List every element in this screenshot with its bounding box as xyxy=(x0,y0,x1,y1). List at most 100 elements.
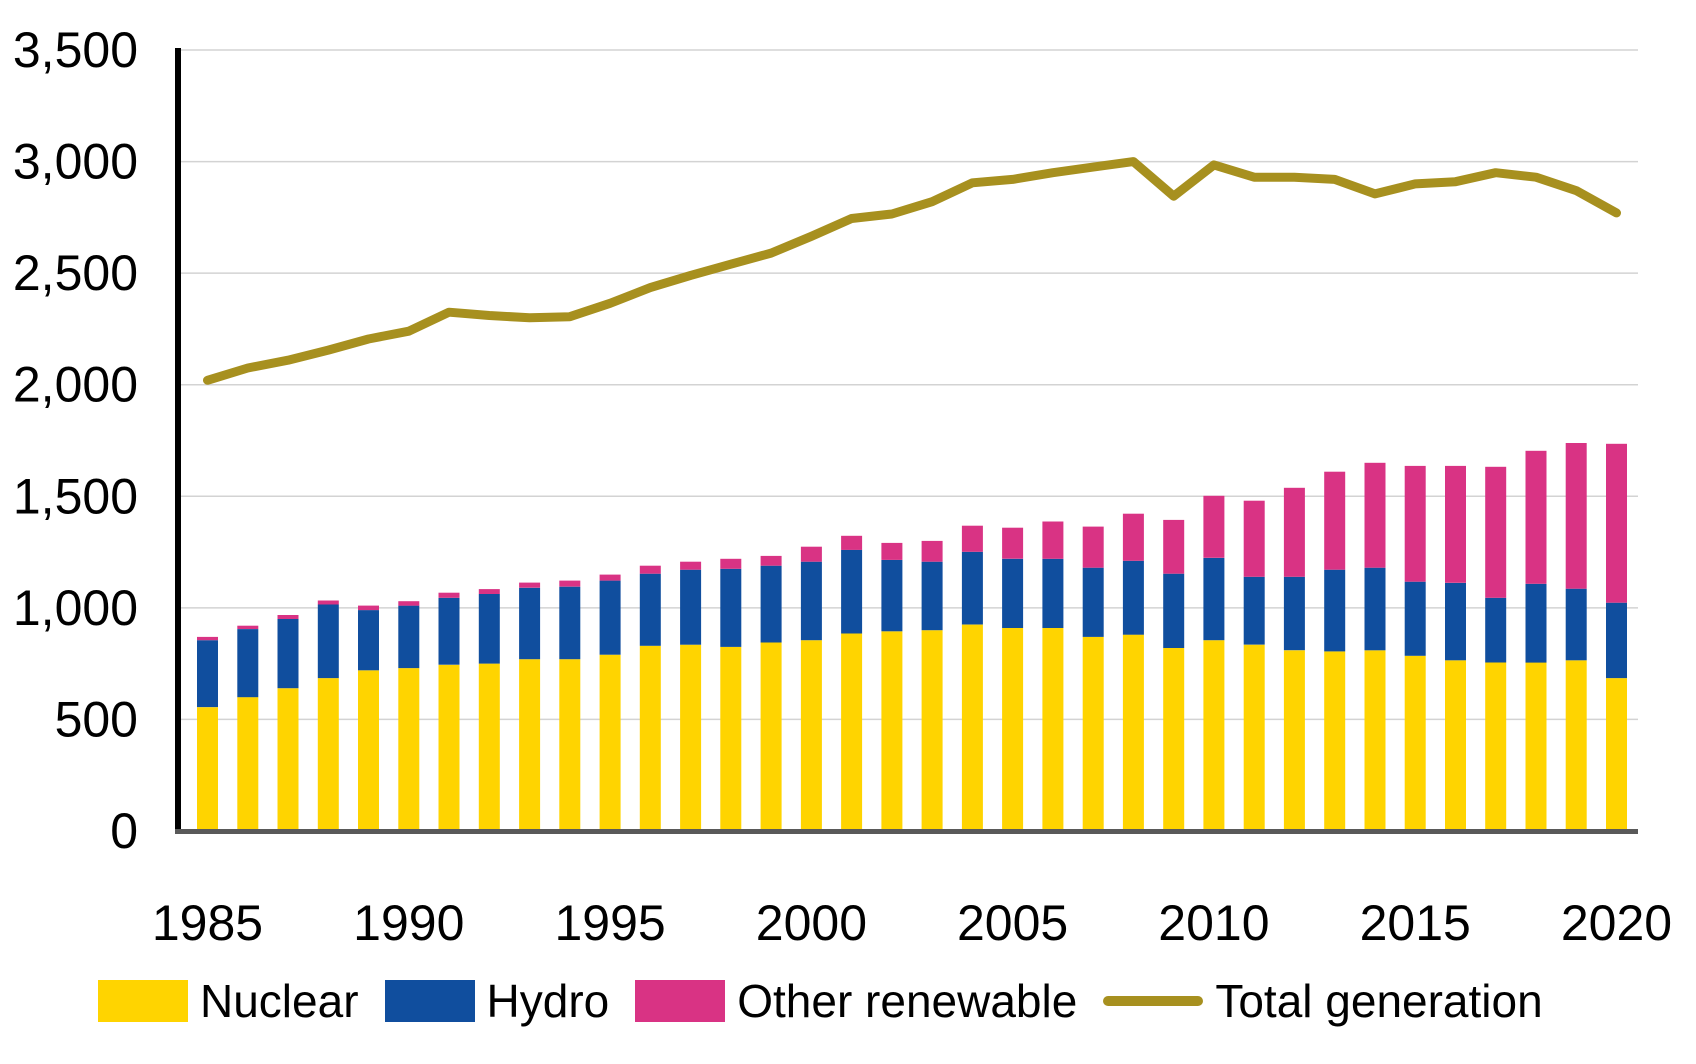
bar-hydro-2005 xyxy=(1002,558,1024,628)
bar-hydro-1987 xyxy=(277,619,299,689)
legend-item-other-renewable: Other renewable xyxy=(635,978,1077,1024)
x-axis-tick-label: 1990 xyxy=(353,895,464,951)
other-renewable-swatch xyxy=(635,980,726,1022)
bar-nuclear-1994 xyxy=(559,659,581,831)
bar-other-renewable-2020 xyxy=(1606,443,1627,603)
bar-nuclear-1987 xyxy=(277,688,299,831)
bar-other-renewable-2019 xyxy=(1565,443,1587,589)
bar-hydro-2008 xyxy=(1122,560,1144,635)
bar-nuclear-2010 xyxy=(1203,640,1225,831)
bar-nuclear-1993 xyxy=(519,659,541,831)
bar-other-renewable-1993 xyxy=(519,582,541,588)
bar-nuclear-2013 xyxy=(1324,651,1346,831)
bar-nuclear-1990 xyxy=(398,668,420,831)
legend-label-hydro: Hydro xyxy=(486,975,610,1027)
y-axis-tick-label: 2,500 xyxy=(13,245,138,301)
bar-nuclear-1999 xyxy=(760,642,782,831)
bar-hydro-2010 xyxy=(1203,557,1225,641)
hydro-swatch xyxy=(384,980,475,1022)
bar-nuclear-2002 xyxy=(881,631,903,831)
bar-hydro-2002 xyxy=(881,559,903,632)
bar-other-renewable-1998 xyxy=(720,558,742,569)
bar-hydro-2011 xyxy=(1243,576,1265,645)
bar-hydro-1991 xyxy=(438,597,460,665)
bar-hydro-2001 xyxy=(841,549,863,634)
bar-nuclear-2012 xyxy=(1283,650,1305,831)
x-axis-tick-label: 2010 xyxy=(1158,895,1269,951)
bar-nuclear-2016 xyxy=(1445,660,1466,831)
bar-other-renewable-2005 xyxy=(1002,527,1024,559)
bar-hydro-2013 xyxy=(1324,569,1346,652)
bar-other-renewable-2010 xyxy=(1203,495,1225,558)
y-axis-tick-label: 3,500 xyxy=(13,22,138,78)
x-axis-tick-label: 2000 xyxy=(756,895,867,951)
bar-other-renewable-1988 xyxy=(317,600,339,605)
bar-nuclear-2004 xyxy=(961,624,983,831)
bar-hydro-2000 xyxy=(800,561,822,641)
bar-hydro-1988 xyxy=(317,604,339,679)
bar-other-renewable-1999 xyxy=(760,555,782,566)
bar-nuclear-2020 xyxy=(1606,678,1627,831)
y-axis-tick-label: 1,500 xyxy=(13,468,138,524)
bar-other-renewable-2011 xyxy=(1243,500,1265,577)
nuclear-swatch xyxy=(98,980,188,1022)
bar-other-renewable-1994 xyxy=(559,580,581,587)
bar-hydro-2012 xyxy=(1283,576,1305,651)
bar-hydro-1996 xyxy=(639,573,661,646)
bar-other-renewable-2004 xyxy=(961,525,983,552)
bar-other-renewable-2017 xyxy=(1485,466,1507,598)
bar-hydro-2006 xyxy=(1042,558,1064,628)
bar-hydro-2015 xyxy=(1404,581,1426,656)
bar-other-renewable-2014 xyxy=(1364,462,1386,568)
bar-nuclear-2015 xyxy=(1404,655,1426,831)
bar-nuclear-1998 xyxy=(720,646,742,831)
bar-nuclear-2014 xyxy=(1364,650,1386,831)
bar-nuclear-1997 xyxy=(680,644,702,831)
bar-nuclear-1995 xyxy=(599,654,621,831)
bar-other-renewable-1986 xyxy=(237,625,259,629)
bar-hydro-1985 xyxy=(197,640,218,708)
bar-other-renewable-1991 xyxy=(438,592,460,598)
y-axis-tick-label: 2,000 xyxy=(13,357,138,413)
bar-hydro-1997 xyxy=(680,569,702,645)
bar-other-renewable-1996 xyxy=(639,565,661,574)
bar-nuclear-2011 xyxy=(1243,644,1265,831)
legend-item-total-generation: Total generation xyxy=(1103,975,1543,1027)
legend: Nuclear Hydro Other renewable Total gene… xyxy=(98,966,1543,1036)
bar-hydro-2019 xyxy=(1565,588,1587,661)
bar-nuclear-1989 xyxy=(358,670,379,831)
bar-other-renewable-1987 xyxy=(277,615,299,619)
bar-other-renewable-2008 xyxy=(1122,513,1144,561)
total-generation-line-swatch xyxy=(1103,996,1204,1006)
bar-other-renewable-1995 xyxy=(599,574,621,581)
bar-other-renewable-2000 xyxy=(800,546,822,562)
bar-hydro-2016 xyxy=(1445,582,1466,661)
legend-label-total-generation: Total generation xyxy=(1215,975,1543,1027)
bar-hydro-1998 xyxy=(720,568,742,647)
bar-nuclear-2017 xyxy=(1485,662,1507,831)
y-axis-tick-label: 3,000 xyxy=(13,134,138,190)
bar-other-renewable-2013 xyxy=(1324,471,1346,570)
bar-other-renewable-2018 xyxy=(1525,450,1547,584)
bar-nuclear-2019 xyxy=(1565,660,1587,831)
y-axis-tick-label: 1,000 xyxy=(13,580,138,636)
bar-hydro-1986 xyxy=(237,629,259,698)
bar-hydro-2004 xyxy=(961,551,983,625)
bar-hydro-1993 xyxy=(519,587,541,660)
bar-other-renewable-1989 xyxy=(358,605,379,611)
bar-nuclear-2008 xyxy=(1122,634,1144,831)
bar-hydro-2007 xyxy=(1082,567,1104,637)
bar-nuclear-2007 xyxy=(1082,636,1104,831)
legend-label-other-renewable: Other renewable xyxy=(737,975,1078,1027)
bar-nuclear-2009 xyxy=(1163,648,1185,831)
bar-nuclear-2003 xyxy=(921,630,943,831)
bar-nuclear-2006 xyxy=(1042,627,1064,831)
bar-other-renewable-2009 xyxy=(1163,519,1185,574)
bar-other-renewable-1990 xyxy=(398,601,420,606)
bar-hydro-2018 xyxy=(1525,583,1547,663)
legend-label-nuclear: Nuclear xyxy=(200,975,359,1027)
bar-other-renewable-1997 xyxy=(680,561,702,570)
bar-hydro-1992 xyxy=(478,594,500,664)
total-generation-line xyxy=(203,157,1621,385)
